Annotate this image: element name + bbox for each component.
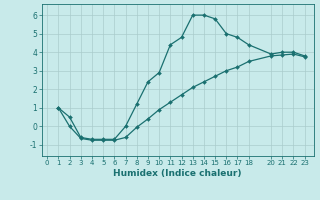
X-axis label: Humidex (Indice chaleur): Humidex (Indice chaleur) [113,169,242,178]
